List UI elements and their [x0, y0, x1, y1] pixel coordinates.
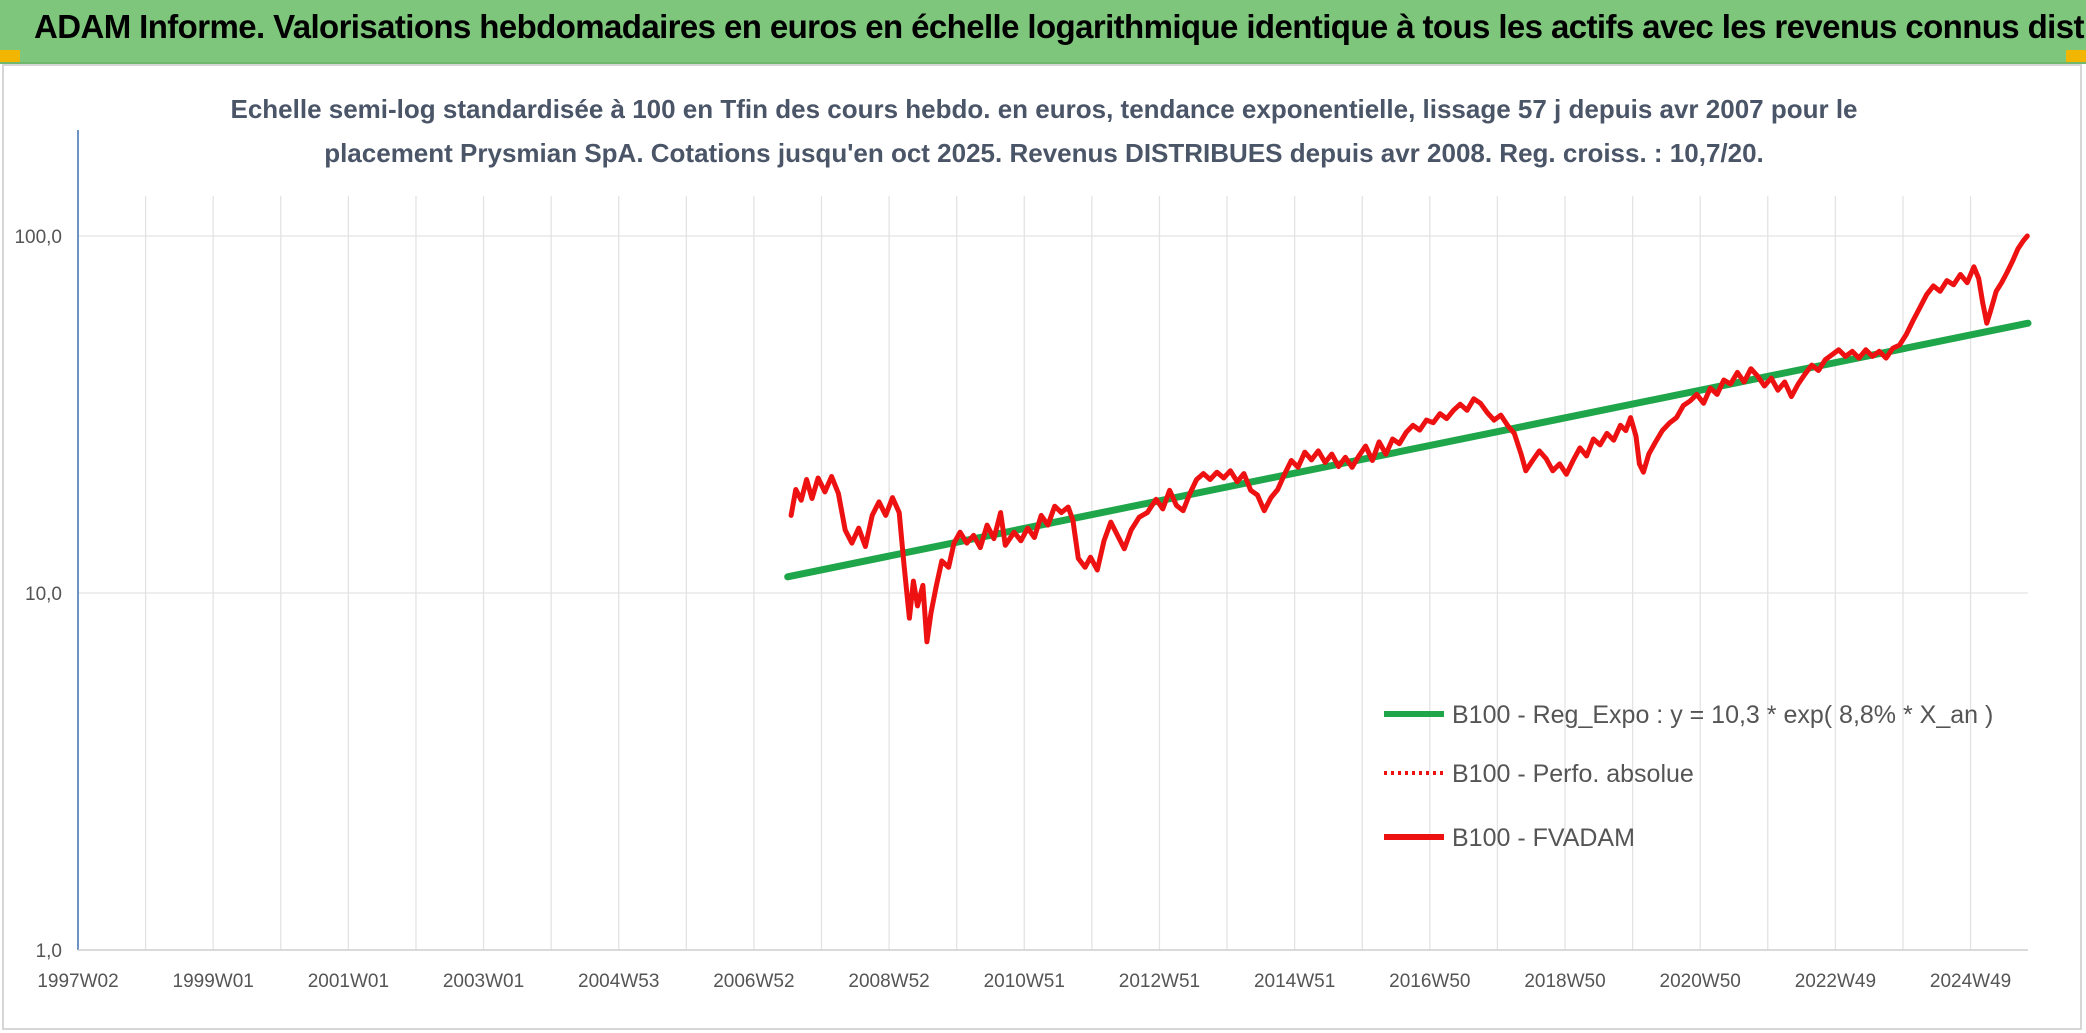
gridlines	[77, 196, 2028, 951]
x-tick-label: 2008W52	[848, 971, 929, 992]
y-tick-label: 1,0	[36, 941, 62, 962]
chart-title-line: Echelle semi-log standardisée à 100 en T…	[230, 94, 1857, 124]
x-tick-label: 2020W50	[1660, 971, 1741, 992]
x-tick-label: 2022W49	[1795, 971, 1876, 992]
tick-labels: 1,0 10,0 100,0 1997W02 1999W01 2001W01 2003W01…	[14, 227, 2011, 992]
x-tick-label: 1999W01	[173, 971, 254, 992]
legend-entry-label: B100 - Perfo. absolue	[1452, 760, 1694, 788]
series-layer	[784, 233, 2032, 645]
x-tick-label: 2010W51	[984, 971, 1065, 992]
x-tick-label: 2016W50	[1389, 971, 1470, 992]
chart-title: Echelle semi-log standardisée à 100 en T…	[230, 94, 1857, 168]
x-tick-label: 1997W02	[37, 971, 118, 992]
x-tick-label: 2004W53	[578, 971, 659, 992]
x-tick-label: 2014W51	[1254, 971, 1335, 992]
log-line-chart: 1,0 10,0 100,0 1997W02 1999W01 2001W01 2003W01…	[14, 94, 2032, 992]
x-tick-label: 2001W01	[308, 971, 389, 992]
chart-title-line: placement Prysmian SpA. Cotations jusqu'…	[324, 138, 1764, 168]
corner-marker-left	[0, 50, 20, 62]
legend: B100 - Reg_Expo : y = 10,3 * exp( 8,8% *…	[1384, 701, 1993, 852]
y-tick-label: 10,0	[25, 584, 62, 605]
x-tick-label: 2012W51	[1119, 971, 1200, 992]
axes	[77, 130, 2028, 951]
legend-entry-label: B100 - FVADAM	[1452, 824, 1635, 852]
fvadam-price-line	[788, 233, 2030, 645]
y-tick-label: 100,0	[14, 227, 62, 248]
corner-marker-right	[2066, 50, 2086, 62]
legend-entry-label: B100 - Reg_Expo : y = 10,3 * exp( 8,8% *…	[1452, 701, 1993, 729]
x-tick-label: 2018W50	[1524, 971, 1605, 992]
chart-area: 1,0 10,0 100,0 1997W02 1999W01 2001W01 2003W01…	[2, 64, 2082, 1030]
x-tick-label: 2003W01	[443, 971, 524, 992]
x-tick-label: 2024W49	[1930, 971, 2011, 992]
report-title: ADAM Informe. Valorisations hebdomadaire…	[34, 8, 2086, 45]
report-banner: ADAM Informe. Valorisations hebdomadaire…	[0, 0, 2086, 64]
x-tick-label: 2006W52	[713, 971, 794, 992]
